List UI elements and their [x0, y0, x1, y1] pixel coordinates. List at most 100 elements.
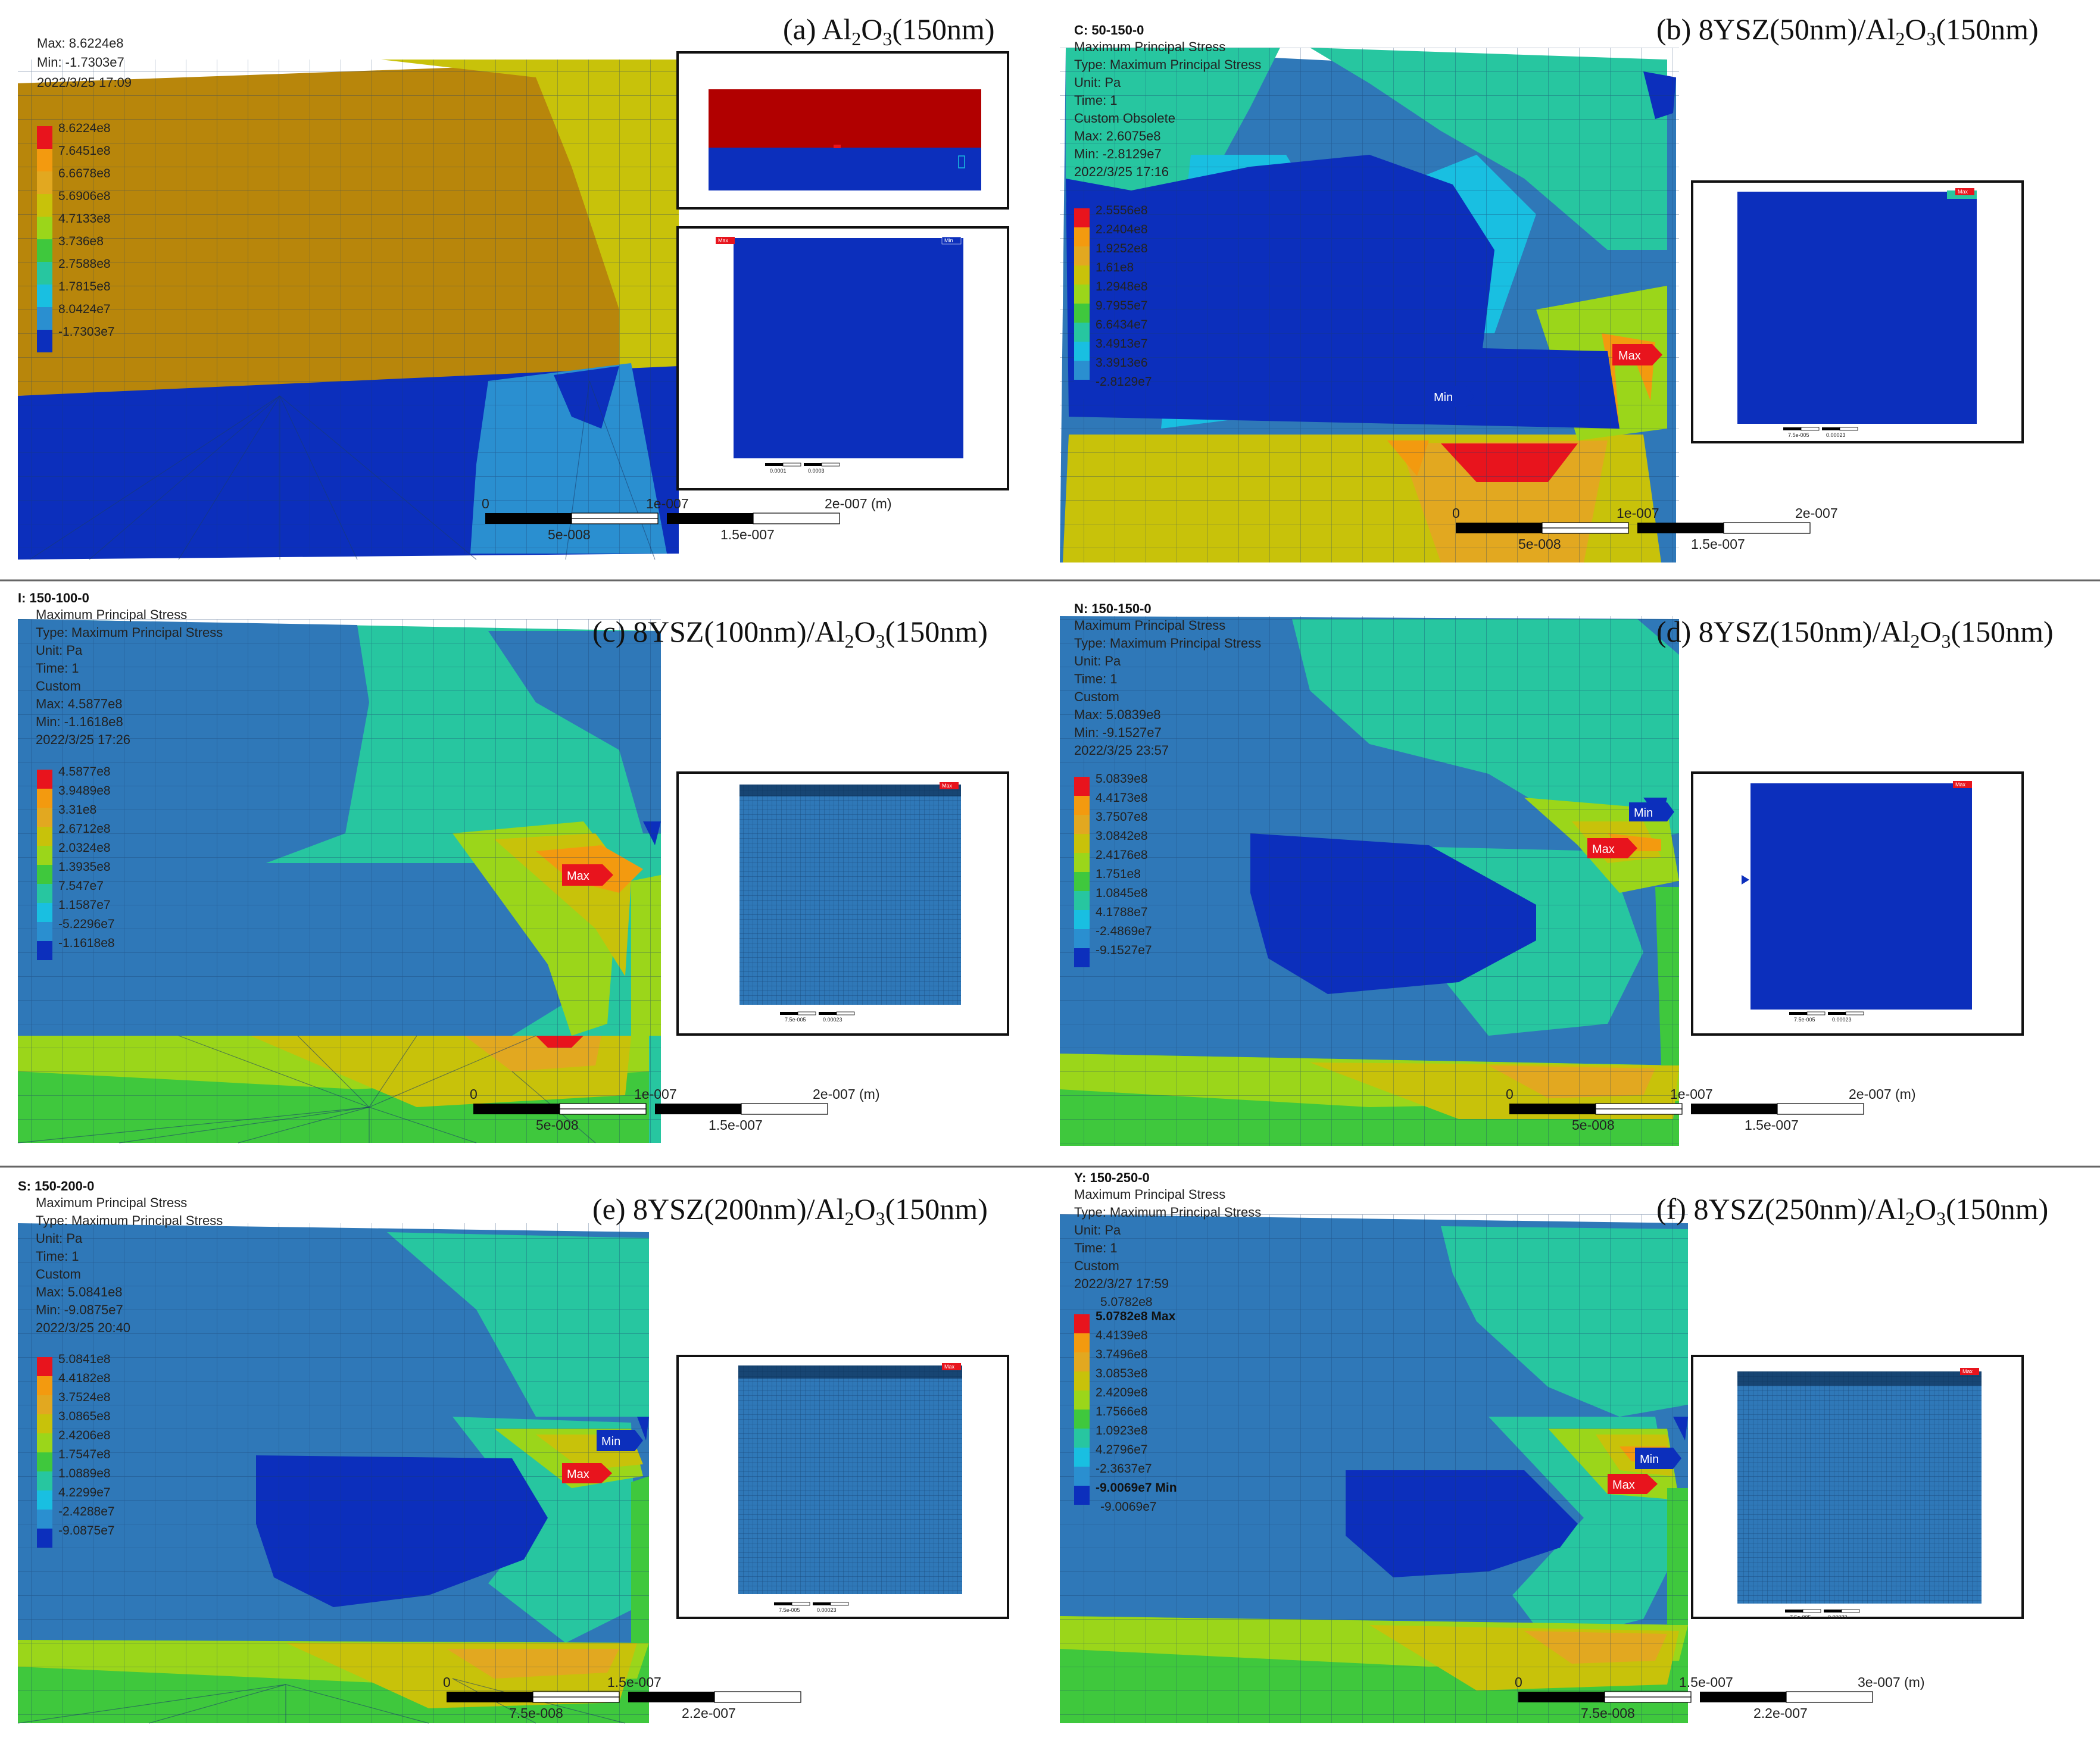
legend-label: 2.5556e8 — [1096, 204, 1148, 217]
scale-label-mid: 1.5e-007 — [607, 1674, 661, 1690]
min-marker: Min — [597, 1430, 643, 1451]
legend-swatch — [37, 194, 52, 217]
legend-label: 5.6906e8 — [58, 189, 111, 203]
legend-label: 3.0842e8 — [1096, 829, 1148, 843]
scale-bar: 0 1e-007 2e-007 (m) 5e-008 1.5e-007 — [482, 496, 891, 542]
scale-label-q3: 1.5e-007 — [720, 527, 775, 542]
inset-scale-bar: 7.5e-005 0.00023 — [1783, 427, 1858, 438]
svg-text:Min: Min — [601, 1435, 620, 1448]
legend-label: 3.9489e8 — [58, 784, 111, 798]
legend-swatch — [1074, 1448, 1090, 1467]
legend-swatch — [1074, 777, 1090, 796]
legend-label: 3.4913e7 — [1096, 337, 1148, 351]
info-line: Time: 1 — [36, 661, 79, 676]
info-line: Max: 5.0841e8 — [36, 1285, 123, 1299]
info-line: Min: -1.1618e8 — [36, 714, 123, 729]
legend-swatch — [37, 808, 52, 827]
legend-label: 1.3935e8 — [58, 860, 111, 874]
color-legend: 2.5556e8 2.2404e8 1.9252e8 1.61e8 1.2948e8 9.… — [1074, 204, 1152, 399]
info-line: Custom — [1074, 1258, 1119, 1273]
info-header: S: 150-200-0 — [18, 1179, 94, 1193]
inset-max-tag: Max — [718, 238, 729, 243]
inset-scale-label: 7.5e-005 — [1788, 432, 1809, 438]
color-legend: 5.0839e8 4.4173e8 3.7507e8 3.0842e8 2.4176e8… — [1074, 772, 1152, 967]
legend-label: 1.9252e8 — [1096, 242, 1148, 255]
legend-label: 3.3913e6 — [1096, 356, 1148, 370]
legend-label: -2.8129e7 — [1096, 375, 1152, 389]
legend-label: -1.1618e8 — [58, 936, 115, 950]
legend-swatch — [37, 789, 52, 808]
legend-swatch — [37, 1414, 52, 1433]
legend-swatch — [1074, 796, 1090, 815]
info-line: Type: Maximum Principal Stress — [1074, 1205, 1261, 1220]
info-line: Maximum Principal Stress — [36, 1195, 187, 1210]
legend-label: 3.736e8 — [58, 235, 104, 248]
legend-swatch — [1074, 1467, 1090, 1486]
inset-min-tag: Min — [944, 238, 953, 243]
legend-label: 1.751e8 — [1096, 867, 1141, 881]
inset-scale-label: 0.00023 — [1832, 1017, 1852, 1023]
scale-label-mid: 1.5e-007 — [1679, 1674, 1733, 1690]
legend-swatch — [37, 1376, 52, 1395]
legend-swatch — [37, 1490, 52, 1510]
info-line: Custom Obsolete — [1074, 111, 1175, 126]
legend-swatch — [37, 1357, 52, 1376]
legend-swatch — [37, 262, 52, 285]
svg-text:Max: Max — [1592, 843, 1615, 856]
info-line: Max: 4.5877e8 — [36, 696, 123, 711]
min-marker: Min — [1428, 386, 1474, 407]
info-line: 2022/3/25 17:26 — [36, 732, 130, 747]
info-line: Maximum Principal Stress — [1074, 618, 1225, 633]
panel-title: (f) 8YSZ(250nm)/Al2O3(150nm) — [1656, 1192, 2048, 1229]
info-line: Maximum Principal Stress — [36, 607, 187, 622]
scale-label-end: 2e-007 (m) — [825, 496, 891, 511]
scale-label-q1: 5e-008 — [536, 1117, 579, 1133]
legend-swatch — [1074, 361, 1090, 380]
inset-scale-label: 7.5e-005 — [779, 1607, 800, 1613]
max-marker: Max — [562, 1463, 612, 1483]
inset-scale-label: 7.5e-005 — [1790, 1614, 1811, 1620]
legend-swatch — [1074, 208, 1090, 227]
legend-label: -9.0069e7 Min — [1096, 1481, 1177, 1495]
panel-title: (d) 8YSZ(150nm)/Al2O3(150nm) — [1656, 615, 2054, 652]
info-line: Time: 1 — [36, 1249, 79, 1264]
info-line: Unit: Pa — [1074, 75, 1121, 90]
info-line: Maximum Principal Stress — [1074, 1187, 1225, 1202]
info-line: Custom — [36, 679, 81, 693]
legend-label: 8.6224e8 — [58, 121, 111, 135]
legend-swatch — [1074, 1314, 1090, 1333]
scale-label-q1: 7.5e-008 — [1581, 1705, 1635, 1721]
svg-text:Min: Min — [1640, 1453, 1659, 1466]
legend-label: -9.0875e7 — [58, 1524, 115, 1538]
scale-bar: 0 1.5e-007 7.5e-008 2.2e-007 — [443, 1674, 801, 1721]
panel-title: (a) Al2O3(150nm) — [783, 12, 995, 49]
info-header: C: 50-150-0 — [1074, 23, 1144, 38]
scale-label-mid: 1e-007 — [646, 496, 689, 511]
legend-swatch — [1074, 948, 1090, 967]
scale-label-q3: 2.2e-007 — [1753, 1705, 1808, 1721]
svg-text:Min: Min — [1634, 807, 1653, 820]
legend-label: 4.1788e7 — [1096, 905, 1148, 919]
legend-swatch — [1074, 1429, 1090, 1448]
legend-label: 4.4139e8 — [1096, 1329, 1148, 1342]
info-line: Unit: Pa — [1074, 654, 1121, 668]
legend-label: 1.0889e8 — [58, 1467, 111, 1480]
legend-label: 1.7815e8 — [58, 280, 111, 293]
scale-label-q1: 5e-008 — [1572, 1117, 1615, 1133]
legend-label: 1.1587e7 — [58, 898, 111, 912]
legend-label: -5.2296e7 — [58, 917, 115, 931]
scale-label-mid: 1e-007 — [1670, 1086, 1713, 1102]
inset-scale-label: 0.0003 — [808, 468, 825, 474]
legend-label: 7.6451e8 — [58, 144, 111, 158]
panel-c: I: 150-100-0 Maximum Principal Stress Ty… — [0, 583, 1009, 1143]
scale-label-zero: 0 — [482, 496, 489, 511]
legend-swatch — [1074, 285, 1090, 304]
legend-label: 4.4182e8 — [58, 1371, 111, 1385]
legend-label: 1.2948e8 — [1096, 280, 1148, 293]
info-header: I: 150-100-0 — [18, 590, 89, 605]
legend-label: 1.61e8 — [1096, 261, 1134, 274]
info-line: 2022/3/25 20:40 — [36, 1320, 130, 1335]
legend-swatch — [37, 217, 52, 239]
info-line: Time: 1 — [1074, 1240, 1118, 1255]
